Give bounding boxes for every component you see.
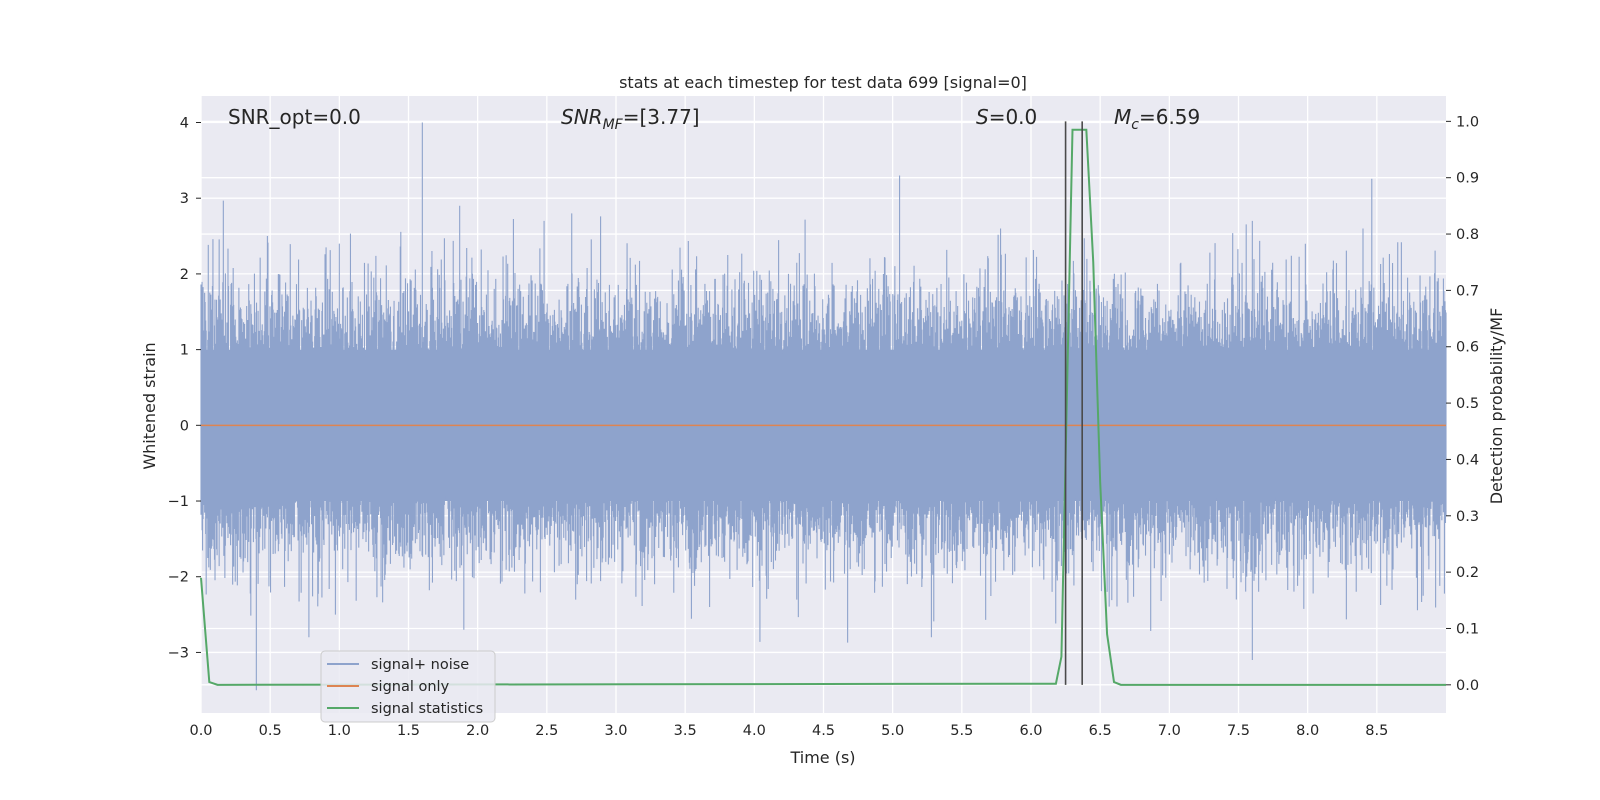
s-value: =0.0 (989, 105, 1038, 129)
y-axis-label-left: Whitened strain (140, 342, 159, 469)
legend-label-signal-statistics: signal statistics (371, 701, 483, 717)
snr-mf-sub: MF (603, 117, 624, 133)
y-tick-label-right: 0.3 (1456, 509, 1479, 525)
x-tick-label: 8.0 (1296, 723, 1319, 739)
y-tick-label-right: 0.2 (1456, 565, 1479, 581)
x-tick-label: 0.5 (259, 723, 282, 739)
y-tick-label-left: −2 (168, 570, 189, 586)
mc-sub: c (1131, 117, 1139, 133)
x-tick-label: 0.0 (189, 723, 212, 739)
y-tick-label-right: 0.4 (1456, 452, 1479, 468)
y-tick-label-right: 0.6 (1456, 340, 1479, 356)
legend-label-signal-only: signal only (371, 679, 450, 695)
x-tick-label: 1.0 (328, 723, 351, 739)
x-tick-label: 3.5 (674, 723, 697, 739)
legend-box (320, 650, 496, 723)
s-annotation: S=0.0 (976, 105, 1037, 129)
x-tick-label: 7.5 (1227, 723, 1250, 739)
y-tick-label-left: 1 (180, 343, 189, 359)
x-tick-label: 7.0 (1158, 723, 1181, 739)
legend-label-signal-plus-noise: signal+ noise (371, 657, 469, 673)
y-tick-label-left: −1 (168, 494, 189, 510)
snr-opt-annotation: SNR_opt=0.0 (228, 105, 361, 129)
y-tick-label-right: 0.1 (1456, 621, 1479, 637)
x-axis-label: Time (s) (789, 748, 855, 767)
vertical-markers (1064, 121, 1083, 685)
y-tick-label-right: 0.8 (1456, 227, 1479, 243)
x-tick-label: 6.0 (1019, 723, 1042, 739)
y-tick-label-right: 0.5 (1456, 396, 1479, 412)
legend: signal+ noise signal only signal statist… (320, 650, 496, 723)
noise-trace (200, 122, 1447, 691)
x-tick-label: 2.0 (466, 723, 489, 739)
mc-annotation: Mc=6.59 (1114, 105, 1200, 133)
y-tick-label-right: 0.9 (1456, 171, 1479, 187)
y-tick-label-right: 1.0 (1456, 114, 1479, 130)
x-tick-label: 2.5 (535, 723, 558, 739)
x-tick-label: 3.0 (604, 723, 627, 739)
y-tick-label-right: 0.0 (1456, 678, 1479, 694)
snr-mf-main: SNR (561, 105, 603, 129)
s-main: S (976, 105, 989, 129)
y-tick-label-right: 0.7 (1456, 283, 1479, 299)
x-tick-label: 5.5 (950, 723, 973, 739)
snr-mf-annotation: SNRMF=[3.77] (561, 105, 700, 133)
mc-main: M (1114, 105, 1131, 129)
y-tick-label-left: 4 (180, 115, 189, 131)
x-tick-label: 1.5 (397, 723, 420, 739)
chart-title: stats at each timestep for test data 699… (619, 73, 1027, 92)
y-tick-label-left: 3 (180, 191, 189, 207)
x-tick-label: 4.0 (743, 723, 766, 739)
mc-value: =6.59 (1139, 105, 1200, 129)
y-tick-label-left: 2 (180, 267, 189, 283)
y-axis-label-right: Detection probability/MF (1487, 308, 1506, 505)
x-tick-label: 5.0 (881, 723, 904, 739)
y-tick-label-left: −3 (168, 645, 189, 661)
x-tick-label: 6.5 (1089, 723, 1112, 739)
tick-labels: 0.0 0.5 1.0 1.5 2.0 2.5 3.0 3.5 4.0 4.5 5.0 5.5 6.0 6… (168, 114, 1479, 739)
snr-mf-value: =[3.77] (623, 105, 700, 129)
x-tick-label: 8.5 (1365, 723, 1388, 739)
y-tick-label-left: 0 (180, 418, 189, 434)
x-tick-label: 4.5 (812, 723, 835, 739)
